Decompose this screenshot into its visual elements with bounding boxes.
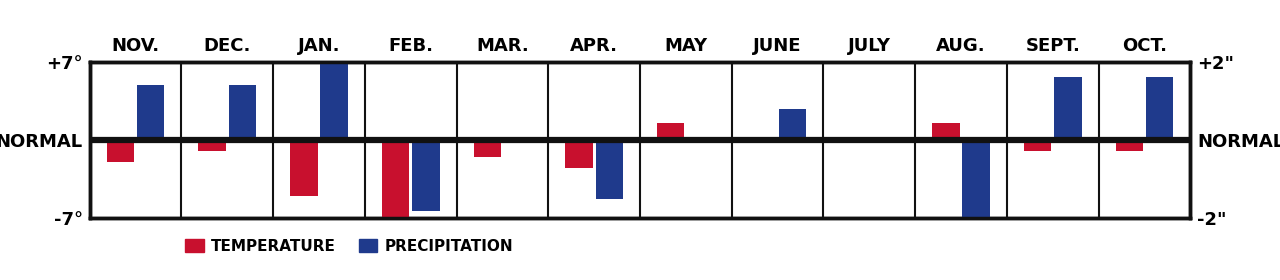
Bar <box>1024 140 1051 151</box>
Bar <box>137 85 164 140</box>
Bar <box>412 140 439 211</box>
Bar <box>932 123 960 140</box>
Bar <box>657 123 685 140</box>
Bar <box>1055 77 1082 140</box>
Bar <box>106 140 134 162</box>
Bar <box>963 140 989 218</box>
Bar <box>291 140 317 196</box>
Bar <box>198 140 225 151</box>
Bar <box>320 0 348 140</box>
Bar <box>566 140 593 168</box>
Bar <box>474 140 500 157</box>
Legend: TEMPERATURE, PRECIPITATION: TEMPERATURE, PRECIPITATION <box>186 239 513 254</box>
Bar <box>229 85 256 140</box>
Bar <box>780 109 806 140</box>
Bar <box>1146 77 1174 140</box>
Bar <box>381 140 410 218</box>
Bar <box>1116 140 1143 151</box>
Bar <box>595 140 623 199</box>
